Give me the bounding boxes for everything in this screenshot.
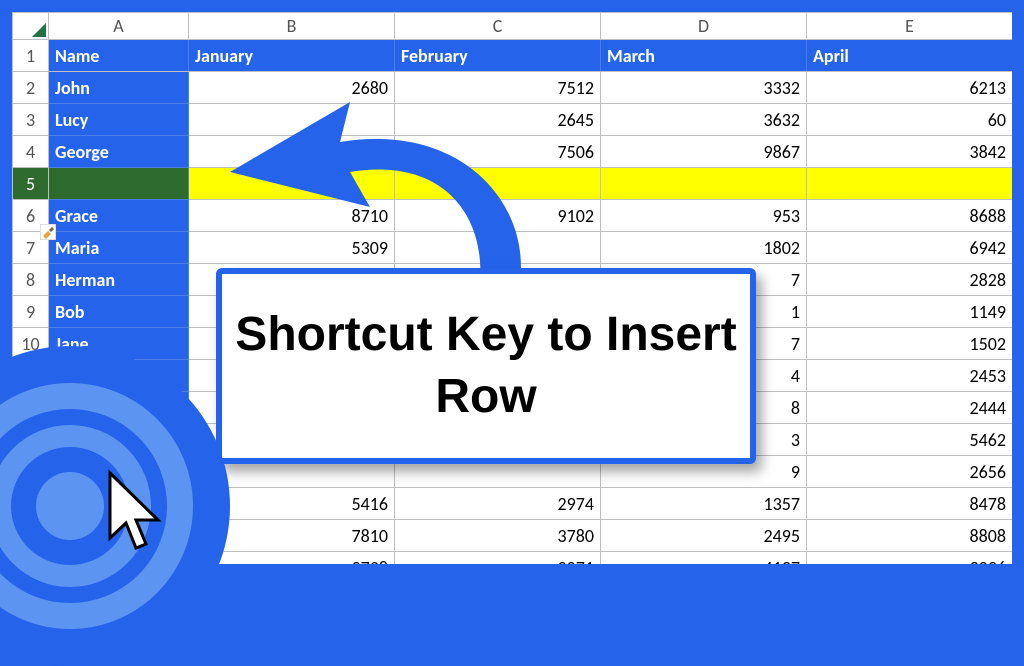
cell[interactable]: 2444 — [807, 392, 1013, 424]
cell[interactable]: 2495 — [601, 520, 807, 552]
col-header-C[interactable]: C — [395, 13, 601, 40]
cell[interactable]: 2974 — [395, 488, 601, 520]
cell[interactable]: 9296 — [807, 552, 1013, 565]
row-header[interactable]: 4 — [13, 136, 49, 168]
cell[interactable]: 3332 — [601, 72, 807, 104]
cell[interactable]: 1802 — [601, 232, 807, 264]
col-header-D[interactable]: D — [601, 13, 807, 40]
header-cell[interactable]: Name — [49, 40, 189, 72]
cell[interactable]: 8808 — [807, 520, 1013, 552]
col-header-A[interactable]: A — [49, 13, 189, 40]
cell[interactable]: 3632 — [601, 104, 807, 136]
row-header[interactable]: 8 — [13, 264, 49, 296]
header-cell[interactable]: January — [189, 40, 395, 72]
cell[interactable]: 2656 — [807, 456, 1013, 488]
cell[interactable]: Maria — [49, 232, 189, 264]
row-header[interactable]: 2 — [13, 72, 49, 104]
cell[interactable]: Lucy — [49, 104, 189, 136]
cell[interactable] — [49, 168, 189, 200]
row-header[interactable]: 9 — [13, 296, 49, 328]
cell[interactable]: 3780 — [395, 520, 601, 552]
header-cell[interactable]: February — [395, 40, 601, 72]
cell[interactable] — [807, 168, 1013, 200]
cell[interactable]: 9867 — [601, 136, 807, 168]
cell[interactable]: 8688 — [807, 200, 1013, 232]
cell[interactable]: Bob — [49, 296, 189, 328]
cell[interactable]: 4197 — [601, 552, 807, 565]
cell[interactable]: 3071 — [395, 552, 601, 565]
cell[interactable]: Herman — [49, 264, 189, 296]
cell[interactable]: 953 — [601, 200, 807, 232]
cell[interactable] — [601, 168, 807, 200]
cell[interactable]: 1149 — [807, 296, 1013, 328]
cell[interactable]: 1357 — [601, 488, 807, 520]
cell[interactable]: 6942 — [807, 232, 1013, 264]
cell[interactable]: 5462 — [807, 424, 1013, 456]
callout-text: Shortcut Key to Insert Row — [222, 304, 750, 429]
row-header[interactable]: 3 — [13, 104, 49, 136]
cell[interactable]: 2453 — [807, 360, 1013, 392]
cell[interactable]: John — [49, 72, 189, 104]
cursor-icon — [100, 468, 170, 558]
cell[interactable]: George — [49, 136, 189, 168]
cell[interactable]: 2828 — [807, 264, 1013, 296]
cell[interactable]: Grace — [49, 200, 189, 232]
header-cell[interactable]: April — [807, 40, 1013, 72]
col-header-B[interactable]: B — [189, 13, 395, 40]
callout-box: Shortcut Key to Insert Row — [216, 268, 756, 464]
select-all-corner[interactable] — [13, 13, 49, 40]
row-header[interactable]: 1 — [13, 40, 49, 72]
cell[interactable]: 1502 — [807, 328, 1013, 360]
cell[interactable]: 3842 — [807, 136, 1013, 168]
cell[interactable]: 60 — [807, 104, 1013, 136]
col-header-E[interactable]: E — [807, 13, 1013, 40]
cell[interactable]: 8478 — [807, 488, 1013, 520]
paste-options-icon[interactable] — [40, 224, 56, 240]
row-header[interactable]: 5 — [13, 168, 49, 200]
header-cell[interactable]: March — [601, 40, 807, 72]
cell[interactable]: 6213 — [807, 72, 1013, 104]
